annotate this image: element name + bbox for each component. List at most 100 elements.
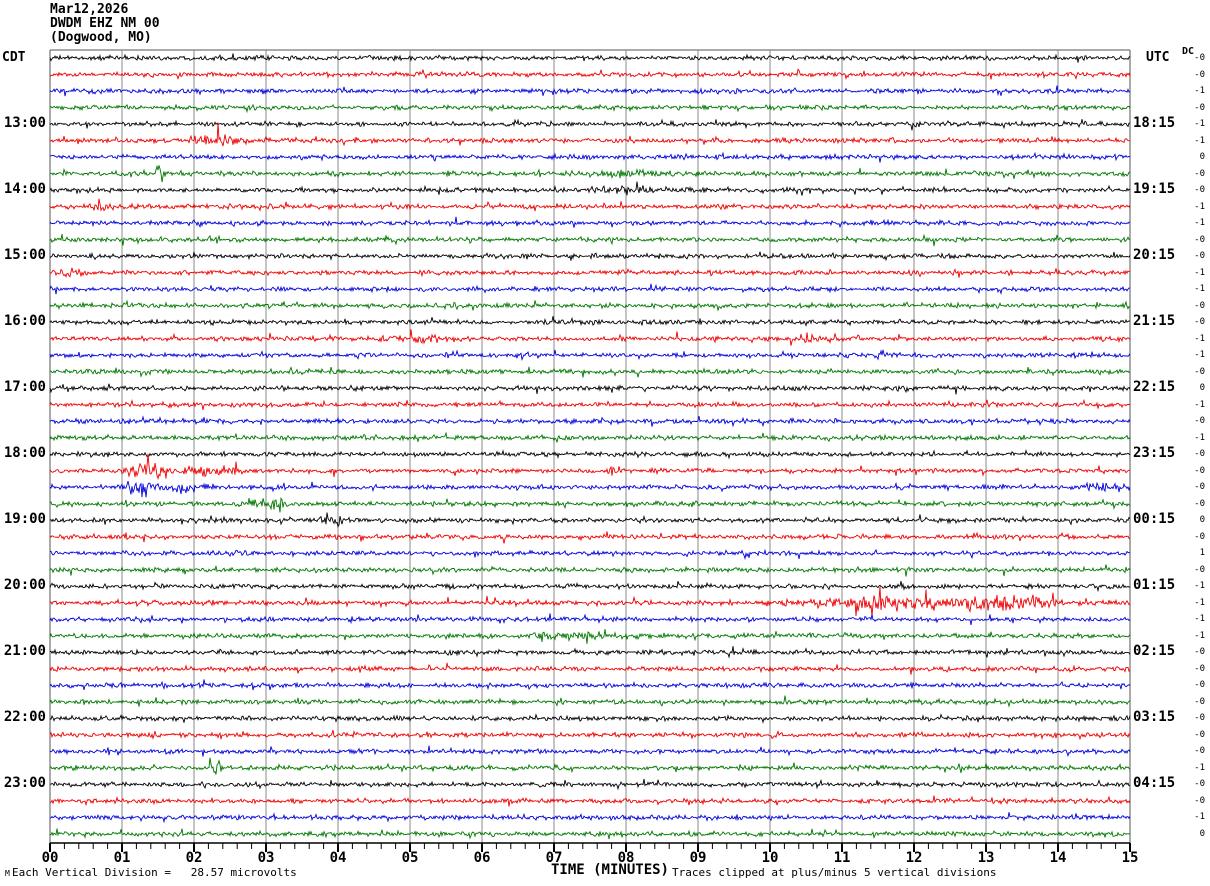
dc-offset-value: -1	[1194, 399, 1205, 410]
seismogram-trace	[49, 713, 1131, 724]
seismogram-trace	[49, 198, 1131, 212]
cdt-hour-label: 13:00	[3, 115, 46, 132]
dc-offset-value: -0	[1194, 680, 1205, 691]
seismogram-trace	[49, 497, 1131, 513]
seismogram-trace	[49, 118, 1131, 131]
dc-offset-value: -0	[1194, 746, 1205, 757]
dc-offset-value: -0	[1194, 366, 1205, 377]
seismogram-trace	[49, 778, 1131, 791]
footer-clip-note: Traces clipped at plus/minus 5 vertical …	[672, 866, 997, 879]
dc-offset-value: -1	[1194, 630, 1205, 641]
dc-offset-value: -1	[1194, 284, 1205, 295]
utc-hour-label: 03:15	[1133, 709, 1176, 726]
seismogram-trace	[49, 812, 1131, 824]
seismogram-trace	[49, 512, 1131, 528]
dc-offset-value: -0	[1194, 416, 1205, 427]
cdt-hour-label: 17:00	[3, 379, 46, 396]
x-axis-tick-label: 01	[113, 850, 131, 866]
dc-offset-value: -1	[1194, 812, 1205, 823]
seismogram-trace	[49, 613, 1131, 625]
seismogram-trace	[49, 122, 1131, 147]
dc-offset-value: -1	[1194, 762, 1205, 773]
seismogram-trace	[49, 729, 1131, 741]
seismogram-trace	[50, 366, 1131, 378]
dc-offset-value: -1	[1194, 86, 1205, 97]
cdt-hour-label: 15:00	[3, 247, 46, 264]
x-axis-tick-label: 11	[833, 850, 851, 866]
seismogram-trace	[49, 646, 1131, 659]
dc-offset-value: -0	[1194, 300, 1205, 311]
cdt-hour-label: 23:00	[3, 775, 46, 792]
cdt-hour-label: 16:00	[3, 313, 46, 330]
cdt-hour-label: 20:00	[3, 577, 46, 594]
dc-offset-value: -0	[1194, 168, 1205, 179]
dc-offset-value: -1	[1194, 333, 1205, 344]
dc-offset-value: -1	[1194, 267, 1205, 278]
header-station-code: DWDM EHZ NM 00	[50, 16, 160, 31]
dc-offset-value: -0	[1194, 647, 1205, 658]
seismogram-trace	[49, 329, 1131, 346]
seismogram-trace	[49, 164, 1130, 183]
seismogram-trace	[49, 68, 1131, 80]
seismogram-trace	[49, 383, 1131, 395]
seismogram-trace	[49, 679, 1131, 691]
dc-offset-value: -0	[1194, 53, 1205, 63]
x-axis-tick-label: 00	[41, 850, 59, 866]
dc-offset-value: 1	[1199, 548, 1205, 559]
footer-scale-note: Each Vertical Division = 28.57 microvolt…	[12, 866, 297, 879]
x-axis-tick-label: 02	[185, 850, 203, 866]
dc-offset-value: -0	[1194, 102, 1205, 113]
utc-hour-label: 23:15	[1133, 445, 1176, 462]
seismogram-trace	[49, 233, 1131, 247]
dc-offset-value: -1	[1194, 135, 1205, 146]
dc-offset-value: -1	[1194, 614, 1205, 625]
dc-offset-value: -0	[1194, 564, 1205, 575]
cdt-hour-label: 19:00	[3, 511, 46, 528]
dc-offset-value: -0	[1194, 779, 1205, 790]
seismogram-trace	[49, 151, 1131, 163]
left-timezone-label: CDT	[2, 50, 26, 65]
dc-offset-value: -0	[1194, 465, 1205, 476]
x-axis-tick-label: 10	[761, 850, 779, 866]
seismogram-trace	[49, 85, 1131, 97]
dc-offset-value: -1	[1194, 119, 1205, 130]
seismogram-trace	[49, 267, 1131, 278]
header-station-location: (Dogwood, MO)	[50, 30, 152, 45]
cdt-hour-label: 21:00	[3, 643, 46, 660]
cdt-hour-label: 18:00	[3, 445, 46, 462]
right-timezone-label: UTC	[1146, 50, 1170, 65]
dc-offset-value: -0	[1194, 795, 1205, 806]
utc-hour-label: 21:15	[1133, 313, 1176, 330]
utc-hour-label: 02:15	[1133, 643, 1176, 660]
dc-offset-value: 0	[1199, 515, 1205, 526]
dc-offset-value: -0	[1194, 449, 1205, 460]
utc-hour-label: 22:15	[1133, 379, 1176, 396]
dc-offset-value: -0	[1194, 531, 1205, 542]
cdt-hour-label: 14:00	[3, 181, 46, 198]
dc-offset-value: -1	[1194, 581, 1205, 592]
dc-offset-value: -0	[1194, 498, 1205, 509]
seismogram-trace	[49, 548, 1130, 561]
seismogram-trace	[49, 564, 1131, 577]
dc-offset-value: -1	[1194, 597, 1205, 608]
dc-offset-value: -0	[1194, 482, 1205, 493]
seismogram-trace	[49, 299, 1131, 311]
seismogram-trace	[49, 662, 1131, 675]
x-axis-title: TIME (MINUTES)	[550, 862, 669, 878]
x-axis-tick-label: 05	[401, 850, 419, 866]
dc-offset-value: 0	[1199, 828, 1205, 839]
x-axis-tick-label: 08	[617, 850, 635, 866]
seismogram-trace	[49, 828, 1131, 840]
seismogram-trace	[49, 103, 1131, 114]
dc-offset-value: 0	[1199, 152, 1205, 163]
utc-hour-label: 01:15	[1133, 577, 1176, 594]
utc-hour-label: 00:15	[1133, 511, 1176, 528]
seismogram-trace	[49, 795, 1131, 807]
dc-offset-value: -1	[1194, 201, 1205, 212]
x-axis-tick-label: 03	[257, 850, 275, 866]
x-axis-tick-label: 07	[545, 850, 563, 866]
seismogram-trace	[49, 53, 1131, 63]
corner-watermark: M	[5, 869, 10, 878]
